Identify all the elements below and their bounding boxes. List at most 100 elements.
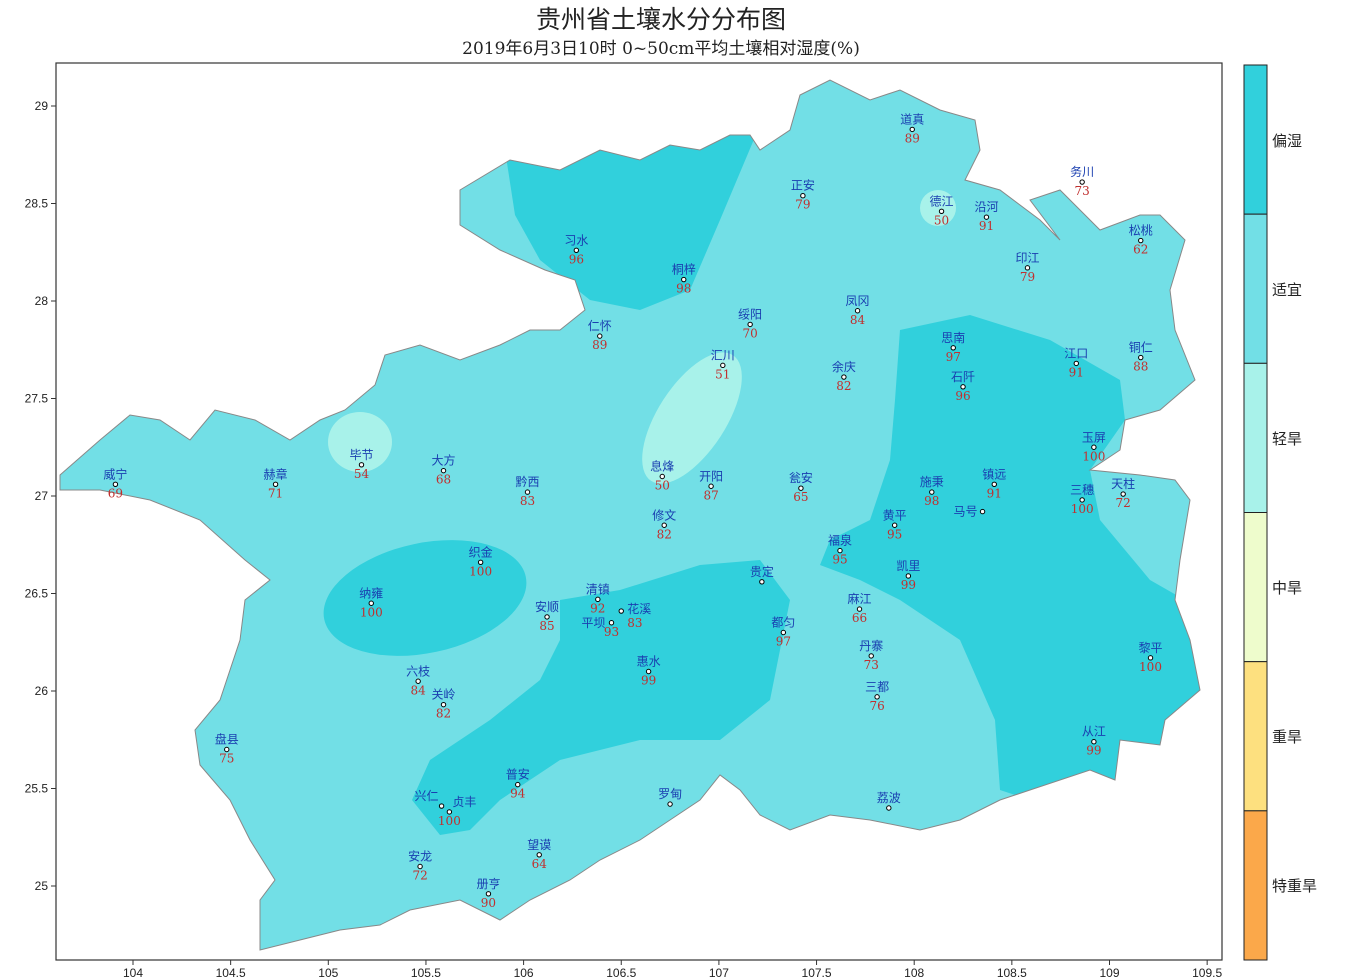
station-name: 汇川 (711, 348, 735, 362)
station-marker-icon (595, 596, 601, 603)
station-印江[interactable]: 印江 79 (1015, 251, 1039, 284)
station-江口[interactable]: 江口 91 (1064, 346, 1088, 379)
station-毕节[interactable]: 毕节 54 (349, 448, 373, 481)
station-value: 65 (793, 490, 808, 504)
station-大方[interactable]: 大方 68 (432, 453, 456, 487)
station-value: 54 (354, 467, 370, 481)
station-兴仁[interactable]: 兴仁 (415, 789, 445, 809)
station-安顺[interactable]: 安顺 85 (535, 599, 559, 633)
station-罗甸[interactable]: 罗甸 (658, 787, 682, 807)
station-marker-icon (597, 333, 603, 339)
station-安龙[interactable]: 安龙 72 (408, 849, 432, 883)
station-务川[interactable]: 务川 73 (1070, 164, 1094, 198)
station-马号[interactable]: 马号 (954, 505, 986, 519)
station-name: 盘县 (215, 732, 239, 747)
zone-dry-bijie (328, 412, 392, 472)
station-威宁[interactable]: 威宁 69 (103, 466, 127, 500)
station-沿河[interactable]: 沿河 91 (974, 200, 998, 233)
station-开阳[interactable]: 开阳 87 (699, 469, 723, 502)
station-marker-icon (909, 126, 915, 133)
station-道真[interactable]: 道真 89 (900, 112, 924, 145)
station-marker-icon (573, 247, 580, 254)
station-marker-icon (438, 803, 445, 809)
station-石阡[interactable]: 石阡 96 (951, 369, 975, 403)
station-三穗[interactable]: 三穗 100 (1070, 483, 1094, 516)
station-福泉[interactable]: 福泉 95 (828, 533, 852, 567)
station-汇川[interactable]: 汇川 51 (711, 348, 735, 381)
station-松桃[interactable]: 松桃 62 (1129, 223, 1153, 257)
station-施秉[interactable]: 施秉 98 (920, 475, 944, 508)
station-贵定[interactable]: 贵定 (750, 564, 774, 585)
station-name: 施秉 (920, 475, 944, 489)
station-黔西[interactable]: 黔西 83 (515, 474, 539, 508)
station-value: 97 (776, 635, 791, 649)
legend-swatch (1243, 661, 1268, 812)
station-name: 正安 (791, 178, 815, 193)
station-镇远[interactable]: 镇远 91 (982, 467, 1006, 500)
station-绥阳[interactable]: 绥阳 70 (738, 307, 762, 340)
station-惠水[interactable]: 惠水 99 (637, 655, 661, 688)
station-桐梓[interactable]: 桐梓 98 (672, 262, 696, 296)
station-name: 瓮安 (789, 470, 813, 485)
station-marker-icon (440, 701, 447, 708)
station-从江[interactable]: 从江 99 (1082, 725, 1106, 758)
station-marker-icon (780, 629, 787, 636)
station-value: 91 (987, 486, 1002, 500)
station-marker-icon (659, 473, 665, 480)
station-marker-icon (544, 614, 550, 620)
station-天柱[interactable]: 天柱 72 (1111, 476, 1135, 510)
station-盘县[interactable]: 盘县 75 (215, 732, 239, 766)
station-织金[interactable]: 织金 100 (469, 544, 493, 578)
station-关岭[interactable]: 关岭 82 (432, 688, 456, 721)
station-marker-icon (645, 668, 652, 675)
station-value: 84 (410, 683, 426, 697)
station-六枝[interactable]: 六枝 84 (406, 663, 430, 697)
station-修文[interactable]: 修文 82 (652, 507, 676, 541)
station-玉屏[interactable]: 玉屏 100 (1082, 430, 1106, 463)
station-value: 50 (934, 213, 949, 227)
station-正安[interactable]: 正安 79 (791, 178, 815, 212)
station-普安[interactable]: 普安 94 (506, 767, 530, 801)
station-value: 88 (1133, 360, 1148, 374)
station-荔波[interactable]: 荔波 (877, 791, 901, 811)
station-册亨[interactable]: 册亨 90 (476, 876, 500, 910)
station-习水[interactable]: 习水 96 (564, 233, 588, 266)
station-思南[interactable]: 思南 97 (941, 330, 965, 364)
station-value: 68 (436, 473, 451, 487)
station-清镇[interactable]: 清镇 92 (586, 582, 610, 615)
station-丹寨[interactable]: 丹寨 73 (859, 638, 883, 672)
station-瓮安[interactable]: 瓮安 65 (789, 470, 813, 504)
station-黄平[interactable]: 黄平 95 (883, 508, 907, 541)
station-赫章[interactable]: 赫章 71 (264, 466, 288, 500)
station-marker-icon (667, 801, 673, 807)
station-value: 100 (1139, 660, 1162, 674)
station-marker-icon (1079, 179, 1085, 185)
station-三都[interactable]: 三都 76 (865, 680, 889, 713)
station-凤冈[interactable]: 凤冈 84 (846, 294, 870, 327)
x-tick-label: 108 (904, 966, 924, 980)
station-name: 黔西 (515, 474, 539, 489)
station-都匀[interactable]: 都匀 97 (771, 616, 795, 649)
station-纳雍[interactable]: 纳雍 100 (359, 585, 383, 619)
station-望谟[interactable]: 望谟 64 (527, 838, 551, 871)
station-name: 赫章 (264, 466, 288, 481)
station-黎平[interactable]: 黎平 100 (1139, 641, 1163, 674)
station-value: 82 (836, 379, 851, 393)
station-name: 花溪 (627, 601, 651, 616)
station-麻江[interactable]: 麻江 66 (848, 591, 872, 625)
station-仁怀[interactable]: 仁怀 89 (588, 319, 612, 352)
zone-wet-central (412, 560, 790, 835)
station-marker-icon (1138, 354, 1144, 361)
station-凯里[interactable]: 凯里 99 (896, 559, 920, 592)
station-息烽[interactable]: 息烽 50 (650, 459, 674, 493)
station-铜仁[interactable]: 铜仁 88 (1129, 340, 1153, 374)
station-value: 100 (1071, 502, 1094, 516)
station-余庆[interactable]: 余庆 82 (832, 359, 856, 393)
station-marker-icon (960, 384, 966, 390)
station-德江[interactable]: 德江 50 (930, 193, 954, 227)
station-marker-icon (681, 276, 687, 283)
station-贞丰[interactable]: 贞丰 100 (438, 795, 476, 828)
y-tick-label: 26.5 (25, 587, 49, 601)
